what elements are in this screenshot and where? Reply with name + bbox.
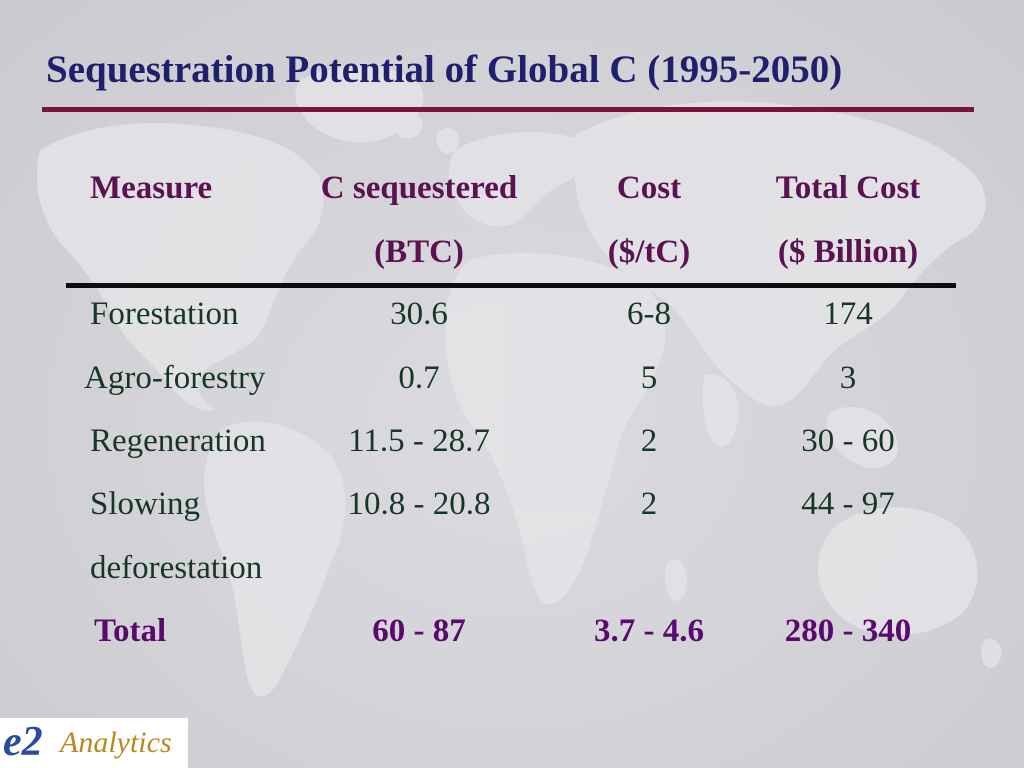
- row-total-c-sequestered: 60 - 87: [372, 613, 466, 649]
- header-c-sequestered-unit: (BTC): [374, 234, 464, 270]
- row-forestation-total-cost: 174: [823, 296, 873, 332]
- row-slowing-deforestation-c-sequestered: 10.8 - 20.8: [347, 486, 491, 522]
- row-agroforestry-measure: Agro-forestry: [84, 360, 266, 396]
- row-slowing-deforestation-cost: 2: [640, 486, 658, 522]
- row-agroforestry-cost: 5: [640, 360, 658, 396]
- logo-analytics-text: Analytics: [60, 726, 172, 759]
- row-forestation-c-sequestered: 30.6: [390, 296, 448, 332]
- e2-analytics-logo: e2 Analytics: [0, 718, 188, 768]
- title-underline: [42, 107, 974, 112]
- row-total-total-cost: 280 - 340: [784, 613, 912, 649]
- slide-title: Sequestration Potential of Global C (199…: [46, 48, 843, 91]
- header-divider: [66, 283, 956, 288]
- row-regeneration-measure: Regeneration: [90, 423, 266, 459]
- header-measure: Measure: [90, 170, 213, 206]
- header-total-cost: Total Cost: [775, 170, 921, 206]
- header-cost: Cost: [616, 170, 682, 206]
- header-c-sequestered: C sequestered: [320, 170, 518, 206]
- row-regeneration-total-cost: 30 - 60: [801, 423, 895, 459]
- row-slowing-deforestation-measure: Slowing: [90, 486, 201, 522]
- row-forestation-measure: Forestation: [90, 296, 239, 332]
- row-total-cost: 3.7 - 4.6: [594, 613, 704, 649]
- row-total-label: Total: [94, 613, 167, 649]
- row-regeneration-c-sequestered: 11.5 - 28.7: [348, 423, 490, 459]
- row-regeneration-cost: 2: [640, 423, 658, 459]
- row-agroforestry-c-sequestered: 0.7: [398, 360, 440, 396]
- row-agroforestry-total-cost: 3: [839, 360, 857, 396]
- header-cost-unit: ($/tC): [607, 234, 691, 270]
- row-slowing-deforestation-measure-line2: deforestation: [90, 550, 263, 586]
- row-slowing-deforestation-total-cost: 44 - 97: [801, 486, 895, 522]
- row-forestation-cost: 6-8: [627, 296, 671, 332]
- logo-e2-text: e2: [3, 719, 43, 765]
- header-total-cost-unit: ($ Billion): [777, 234, 919, 270]
